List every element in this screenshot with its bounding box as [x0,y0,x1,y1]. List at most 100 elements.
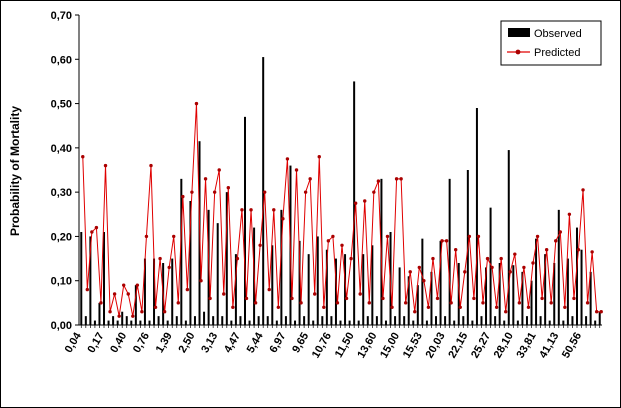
predicted-marker [417,265,422,270]
observed-bar [580,249,583,325]
predicted-marker [158,256,162,261]
predicted-marker [140,310,144,314]
observed-bar [280,209,283,325]
x-tick-label: 10,76 [310,331,334,361]
predicted-marker [176,301,180,305]
observed-bar [284,316,287,325]
observed-bar [321,316,324,325]
x-tick-label: 6,97 [267,331,288,356]
observed-bar [125,316,128,325]
x-tick-label: 0,76 [131,331,152,356]
predicted-marker [513,252,517,256]
observed-bar [84,316,87,325]
observed-bar [153,258,156,325]
observed-bar [444,316,447,325]
legend-item-observed: Observed [508,28,582,40]
y-tick-label: 0,40 [51,143,72,155]
predicted-marker [331,234,335,239]
predicted-marker [276,305,281,309]
x-tick-label: 0,17 [86,331,107,356]
predicted-marker [476,234,481,239]
predicted-marker [322,305,326,309]
x-tick-label: 9,65 [290,331,311,356]
observed-bar [448,178,451,325]
predicted-marker [353,201,358,205]
observed-bar [512,265,515,325]
observed-bar [544,254,547,325]
observed-bar [521,271,524,325]
predicted-marker [231,305,235,309]
predicted-marker [85,287,90,292]
observed-bar [412,320,415,325]
predicted-marker [317,155,321,159]
observed-bar [334,258,337,325]
observed-bar [571,316,574,325]
x-tick-label: 25,27 [469,331,493,361]
predicted-marker [590,250,594,254]
observed-bar [103,232,106,325]
predicted-marker [294,168,299,172]
predicted-marker [222,292,226,296]
predicted-marker [599,310,603,314]
predicted-marker [485,256,490,261]
observed-bar [489,207,492,325]
predicted-marker [81,155,85,159]
observed-bar [266,316,269,325]
observed-bar [221,316,224,325]
predicted-marker [567,212,572,216]
predicted-marker [422,279,426,283]
y-tick-label: 0,60 [51,54,72,66]
x-tick-label: 22,15 [446,331,470,361]
observed-bar [503,320,506,325]
y-tick-label: 0,70 [51,10,72,22]
predicted-marker [172,234,176,239]
observed-bar [575,227,578,325]
predicted-marker [153,305,158,309]
observed-bar [416,285,419,325]
observed-swatch-icon [508,28,530,37]
predicted-marker [126,292,130,296]
observed-bar [485,267,488,325]
observed-bar [271,245,274,325]
observed-bar [453,320,456,325]
predicted-marker [349,256,353,261]
predicted-marker [367,301,371,305]
predicted-marker [472,296,476,301]
predicted-marker [299,301,303,305]
observed-bar [598,311,601,325]
y-axis-title: Probability of Mortality [8,106,22,236]
observed-bar [134,285,137,325]
predicted-marker [403,301,408,305]
observed-bar [339,320,342,325]
predicted-marker [203,177,208,181]
observed-bar [362,254,365,325]
predicted-marker [135,283,140,287]
predicted-marker [363,199,367,203]
predicted-marker [408,270,412,274]
predicted-marker [549,301,553,305]
y-tick-label: 0,50 [51,99,72,111]
predicted-marker [594,310,599,314]
observed-bar [366,316,369,325]
x-tick-label: 0,04 [63,330,85,355]
observed-bar [344,254,347,325]
observed-bar [371,245,374,325]
observed-bar [375,316,378,325]
predicted-marker [226,186,231,190]
observed-bar [303,316,306,325]
predicted-marker [94,225,99,230]
predicted-marker [526,305,531,309]
legend-label-observed: Observed [534,28,582,40]
observed-bar [421,238,424,325]
observed-bar [384,320,387,325]
observed-bar [312,320,315,325]
observed-bar [116,320,119,325]
observed-bar [398,267,401,325]
predicted-marker [458,305,462,309]
predicted-marker [244,296,249,301]
predicted-marker [372,190,376,194]
predicted-marker [217,168,221,172]
predicted-marker [103,163,108,168]
observed-bar [435,316,438,325]
